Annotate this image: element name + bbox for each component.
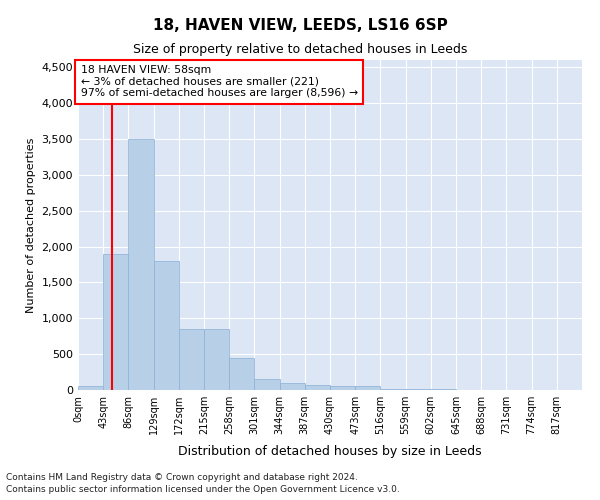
Text: Contains HM Land Registry data © Crown copyright and database right 2024.: Contains HM Land Registry data © Crown c… [6,472,358,482]
Bar [380,388,406,390]
Bar [254,379,280,390]
Bar [103,254,128,390]
Bar [330,386,355,390]
X-axis label: Distribution of detached houses by size in Leeds: Distribution of detached houses by size … [178,446,482,458]
Text: 18 HAVEN VIEW: 58sqm
← 3% of detached houses are smaller (221)
97% of semi-detac: 18 HAVEN VIEW: 58sqm ← 3% of detached ho… [80,65,358,98]
Text: Contains public sector information licensed under the Open Government Licence v3: Contains public sector information licen… [6,485,400,494]
Text: 18, HAVEN VIEW, LEEDS, LS16 6SP: 18, HAVEN VIEW, LEEDS, LS16 6SP [152,18,448,32]
Text: Size of property relative to detached houses in Leeds: Size of property relative to detached ho… [133,42,467,56]
Bar [78,386,103,390]
Bar [355,386,380,390]
Bar [280,383,305,390]
Y-axis label: Number of detached properties: Number of detached properties [26,138,36,312]
Bar [204,329,229,390]
Bar [154,261,179,390]
Bar [305,384,330,390]
Bar [128,139,154,390]
Bar [179,329,204,390]
Bar [229,358,254,390]
